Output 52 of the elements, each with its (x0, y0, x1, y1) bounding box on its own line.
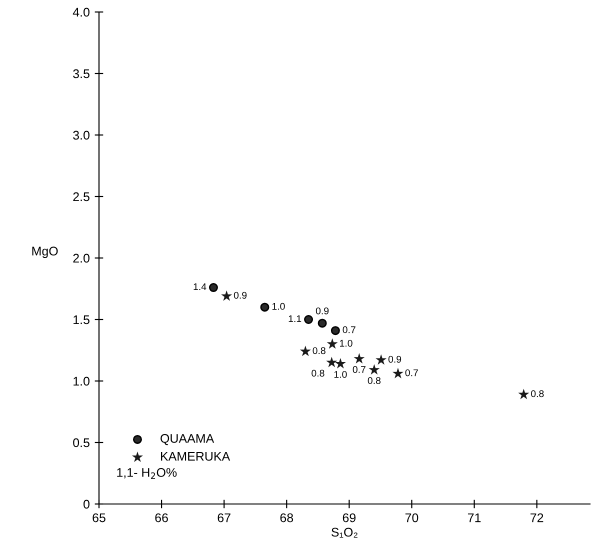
annotation: 0.7 (352, 366, 366, 373)
y-tick-label: 1.0 (74, 376, 90, 386)
annotation: 1.0 (334, 370, 347, 378)
annotation: 0.7 (405, 369, 418, 376)
x-tick-label: 72 (530, 513, 544, 522)
y-axis-title: MgO (32, 246, 58, 258)
annotation: 0.8 (368, 377, 381, 384)
point (221, 290, 232, 301)
y-tick-label: 4.0 (72, 8, 90, 17)
y-tick-label: 0.5 (73, 438, 90, 448)
y-tick-label: 2.5 (73, 192, 90, 202)
point (334, 358, 346, 368)
annotation: 0.9 (316, 307, 329, 314)
annotation: 0.8 (531, 390, 544, 398)
point (326, 338, 338, 349)
annotation: 0.8 (312, 370, 324, 377)
x-tick-label: 68 (280, 513, 294, 522)
annotation: 1.4 (194, 283, 206, 290)
annotation: 1.1 (288, 315, 302, 322)
point (354, 353, 365, 364)
x-tick-label: 71 (468, 513, 481, 522)
y-tick-label: 3.0 (73, 130, 90, 140)
y-tick-label: 2.0 (73, 254, 90, 263)
x-tick-label: 65 (92, 513, 106, 522)
point (368, 364, 380, 375)
x-tick-label: 69 (342, 513, 356, 522)
point (260, 302, 270, 312)
annotation: 0.9 (234, 292, 247, 299)
annotation: 0.8 (312, 347, 326, 354)
point (300, 346, 311, 356)
annotation: 1.0 (340, 340, 352, 347)
point (518, 388, 530, 400)
annotation: 1,1- H$_{2}$O% (117, 468, 177, 479)
annotation: 0.7 (342, 326, 356, 334)
legend-label: QUAAMA (160, 434, 214, 446)
y-tick-label: 3.5 (73, 69, 90, 78)
legend-label: KAMERUKA (161, 452, 230, 461)
annotation: 1.0 (272, 302, 285, 310)
y-tick-label: 1.5 (74, 315, 90, 324)
point (330, 326, 340, 336)
x-axis-title: S₁O₂ (332, 528, 358, 538)
point (392, 368, 404, 378)
x-tick-label: 66 (155, 513, 168, 522)
x-tick-label: 67 (218, 513, 230, 522)
point (304, 315, 314, 324)
point (376, 354, 387, 365)
y-tick-label: 0 (84, 500, 90, 509)
x-tick-label: 70 (405, 513, 418, 522)
point (326, 356, 338, 368)
point (318, 318, 327, 328)
annotation: 0.9 (388, 356, 402, 363)
point (208, 283, 218, 292)
